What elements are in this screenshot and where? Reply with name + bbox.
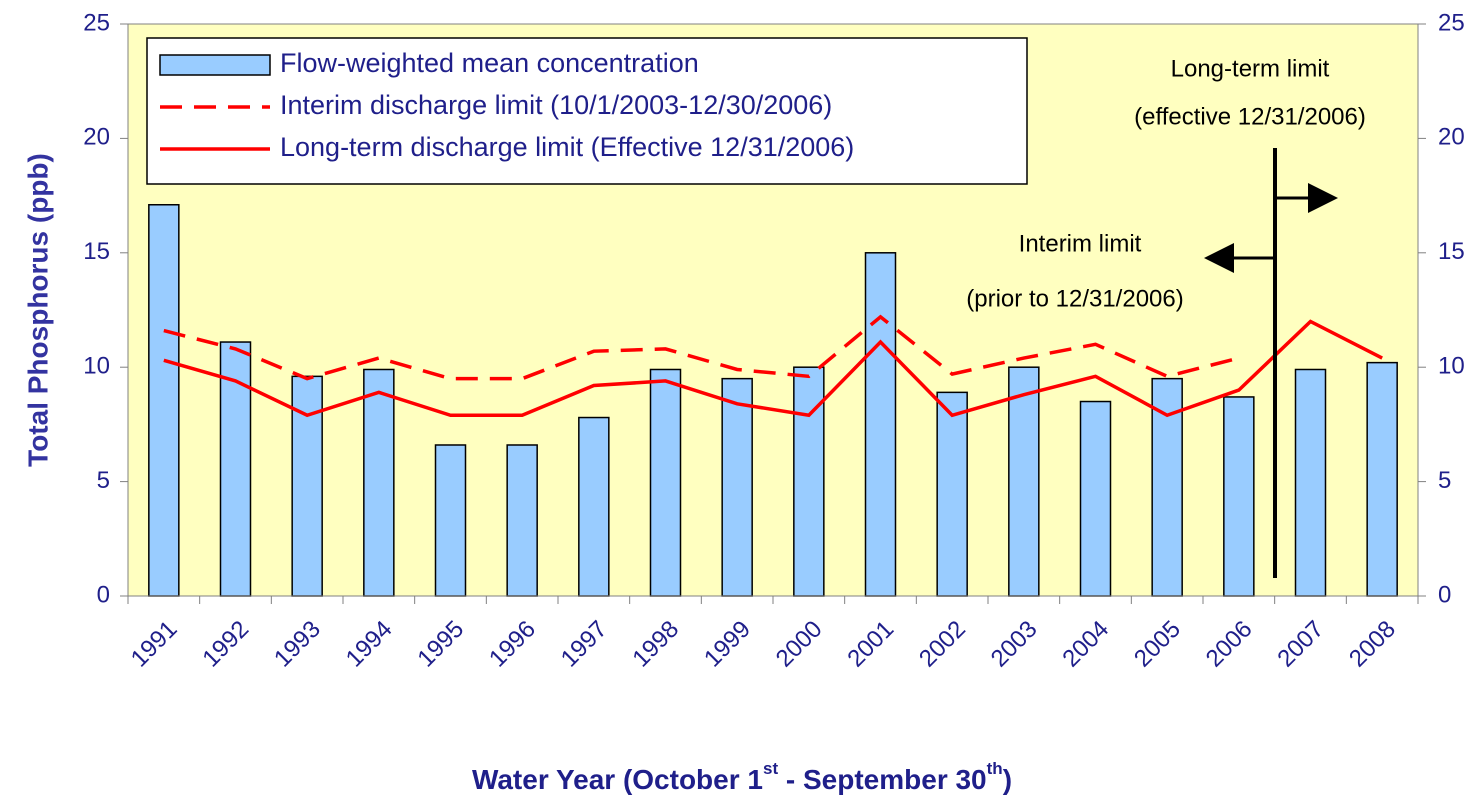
x-tick-label: 2007 xyxy=(1272,616,1329,673)
bar xyxy=(1223,396,1255,597)
y-tick-label: 10 xyxy=(83,353,110,380)
x-tick-label: 1999 xyxy=(699,616,756,673)
x-tick-label: 2004 xyxy=(1057,616,1114,673)
x-tick-label: 2005 xyxy=(1129,616,1186,673)
bar xyxy=(1366,361,1398,597)
x-tick-label: 2006 xyxy=(1201,616,1258,673)
x-tick-label: 1991 xyxy=(126,616,183,673)
bar xyxy=(1294,368,1327,597)
x-axis-label-part: th xyxy=(987,759,1003,778)
bar xyxy=(793,366,825,597)
x-tick-label: 1996 xyxy=(484,616,541,673)
bar xyxy=(721,377,753,597)
y2-tick-label: 25 xyxy=(1438,9,1465,36)
y2-tick-label: 5 xyxy=(1438,467,1451,494)
legend-label: Interim discharge limit (10/1/2003-12/30… xyxy=(280,90,832,120)
annotation: (prior to 12/31/2006) xyxy=(966,285,1183,312)
x-axis-label-part: ) xyxy=(1003,764,1012,795)
annotation: Long-term limit xyxy=(1171,55,1330,82)
bar xyxy=(148,204,180,597)
y-tick-label: 25 xyxy=(83,9,110,36)
bar xyxy=(864,252,897,597)
y2-tick-label: 15 xyxy=(1438,238,1465,265)
y2-tick-label: 0 xyxy=(1438,581,1451,608)
x-tick-label: 1992 xyxy=(197,616,254,673)
bar xyxy=(936,391,968,597)
annotations: Long-term limit (effective 12/31/2006) I… xyxy=(966,55,1366,578)
x-tick-label: 2001 xyxy=(842,616,899,673)
x-tick-label: 2002 xyxy=(914,616,971,673)
x-tick-label: 1994 xyxy=(341,616,398,673)
legend: Flow-weighted mean concentration Interim … xyxy=(146,37,1028,185)
bar xyxy=(578,416,610,597)
y-tick-label: 20 xyxy=(83,124,110,151)
legend-label: Long-term discharge limit (Effective 12/… xyxy=(280,132,854,162)
y-tick-label: 5 xyxy=(97,467,110,494)
y-tick-label: 15 xyxy=(83,238,110,265)
x-tick-label: 1997 xyxy=(556,616,613,673)
bar xyxy=(1151,377,1183,597)
bar xyxy=(649,368,682,597)
x-axis-label: Water Year (October 1st - September 30th… xyxy=(472,759,1012,795)
bar xyxy=(1008,366,1040,597)
x-axis-label-part: Water Year (October 1 xyxy=(472,764,763,795)
y2-tick-label: 20 xyxy=(1438,124,1465,151)
x-tick-label: 2008 xyxy=(1344,616,1401,673)
legend-box xyxy=(146,37,1028,185)
bar xyxy=(434,444,467,597)
bar xyxy=(506,444,538,597)
y2-tick-label: 10 xyxy=(1438,353,1465,380)
annotation: (effective 12/31/2006) xyxy=(1134,103,1366,130)
line xyxy=(163,319,1383,418)
x-tick-label: 1995 xyxy=(412,616,469,673)
legend-label: Flow-weighted mean concentration xyxy=(280,48,699,78)
legend-swatch xyxy=(159,54,271,76)
annotation: Interim limit xyxy=(1019,230,1142,257)
bar xyxy=(1079,400,1112,597)
x-axis-label-part: - September 30 xyxy=(778,764,987,795)
y-axis-label: Total Phosphorus (ppb) xyxy=(22,153,53,467)
x-tick-label: 2003 xyxy=(986,616,1043,673)
x-tick-label: 2000 xyxy=(771,616,828,673)
bar xyxy=(363,368,395,597)
dashed-line xyxy=(163,314,1240,381)
y-tick-label: 0 xyxy=(97,581,110,608)
x-tick-label: 1998 xyxy=(627,616,684,673)
x-tick-label: 1993 xyxy=(269,616,326,673)
x-axis-label-part: st xyxy=(763,759,778,778)
